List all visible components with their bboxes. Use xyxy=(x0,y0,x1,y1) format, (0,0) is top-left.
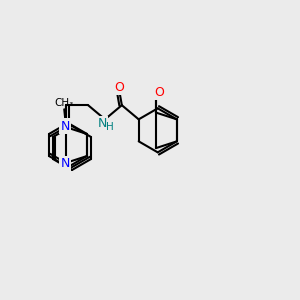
Text: N: N xyxy=(97,117,107,130)
Text: N: N xyxy=(60,120,70,133)
Text: O: O xyxy=(154,86,164,99)
Text: CH₃: CH₃ xyxy=(55,98,74,108)
Text: O: O xyxy=(114,81,124,94)
Text: H: H xyxy=(106,122,114,132)
Text: N: N xyxy=(60,157,70,170)
